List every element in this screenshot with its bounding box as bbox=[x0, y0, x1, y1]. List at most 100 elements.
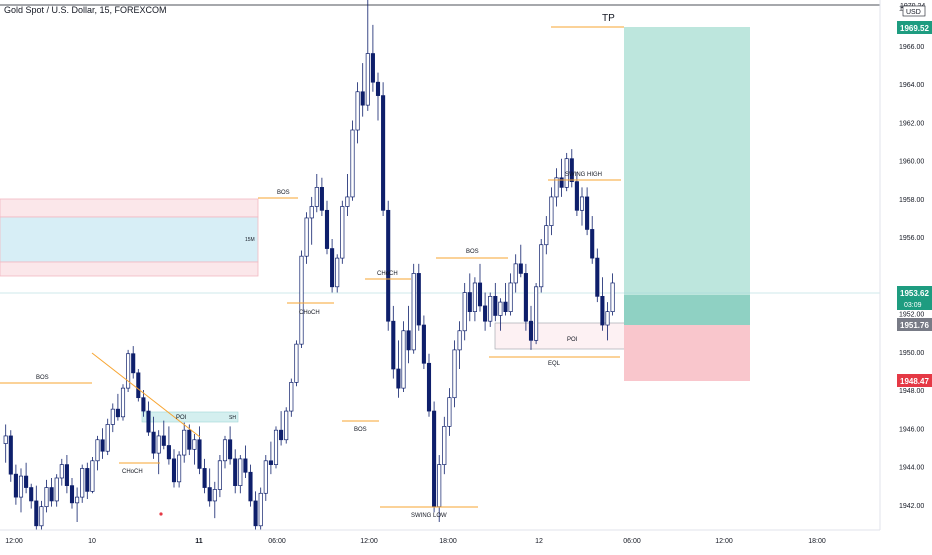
candle-body bbox=[156, 435, 161, 454]
candle bbox=[197, 426, 202, 475]
candle-body bbox=[605, 311, 610, 326]
candle bbox=[284, 407, 289, 444]
candle bbox=[151, 416, 156, 459]
candle bbox=[85, 462, 90, 500]
sl-zone bbox=[624, 325, 750, 381]
candle-body bbox=[549, 196, 554, 226]
y-tick-label: 1952.00 bbox=[899, 312, 924, 319]
candle bbox=[421, 315, 426, 370]
candle-body bbox=[39, 506, 44, 527]
candle bbox=[375, 72, 381, 121]
candle-body bbox=[539, 244, 544, 288]
poi-zone-upper-pink bbox=[0, 198, 259, 218]
candle bbox=[569, 149, 574, 188]
y-tick-label: 1946.00 bbox=[899, 426, 924, 433]
y-tick-label: 1966.00 bbox=[899, 44, 924, 51]
price-badges: 1970.24 USD 1969.52 1953.62 03:09 1951.7… bbox=[897, 3, 932, 387]
x-tick-label: 12 bbox=[535, 538, 543, 545]
candle-body bbox=[279, 429, 284, 441]
candle-body bbox=[294, 343, 299, 383]
candle bbox=[488, 292, 493, 327]
candle bbox=[156, 430, 161, 475]
annotation-choch-1: CHoCH bbox=[377, 271, 398, 277]
candle bbox=[75, 487, 80, 522]
candle-body bbox=[406, 330, 411, 351]
candle bbox=[24, 462, 29, 494]
candle-body bbox=[110, 408, 115, 425]
candle bbox=[360, 63, 365, 117]
candle-body bbox=[284, 410, 289, 441]
candle-body bbox=[569, 158, 574, 182]
annotation-swing-high: SWING HIGH bbox=[565, 172, 602, 178]
candle-body bbox=[151, 431, 156, 454]
candle-body bbox=[289, 382, 294, 412]
candle bbox=[416, 263, 421, 331]
candle-body bbox=[319, 187, 324, 211]
candle bbox=[59, 458, 64, 486]
candle-body bbox=[457, 330, 462, 351]
candle bbox=[503, 282, 508, 316]
annotation-choch-2: CHoCH bbox=[299, 310, 320, 316]
candle bbox=[289, 378, 294, 417]
candle-body bbox=[29, 487, 34, 502]
candle bbox=[579, 187, 585, 226]
candle-body bbox=[386, 209, 391, 322]
time-axis[interactable]: 12:00 10 11 06:00 12:00 18:00 12 06:00 12:00 18:0… bbox=[0, 529, 932, 550]
candle-body bbox=[166, 445, 171, 460]
candle bbox=[228, 426, 233, 465]
candle bbox=[177, 451, 182, 488]
x-tick-label: 06:00 bbox=[268, 538, 286, 545]
candle bbox=[432, 401, 437, 513]
candle bbox=[233, 449, 238, 494]
poi-zone-blue bbox=[0, 216, 259, 263]
candle bbox=[136, 369, 141, 402]
candle-body bbox=[324, 209, 330, 249]
candle bbox=[452, 340, 457, 408]
annotation-poi-2: POI bbox=[567, 337, 578, 343]
poi-zone-left bbox=[141, 411, 239, 423]
y-tick-label: 1948.00 bbox=[899, 388, 924, 395]
candle bbox=[120, 384, 126, 421]
candle bbox=[595, 248, 600, 303]
candle-body bbox=[207, 487, 212, 502]
candle bbox=[299, 250, 304, 348]
x-tick-label: 06:00 bbox=[623, 538, 641, 545]
candle-body bbox=[64, 464, 69, 486]
candle-body bbox=[34, 500, 39, 527]
candle bbox=[187, 424, 192, 456]
candle bbox=[600, 277, 605, 331]
candle-body bbox=[161, 435, 166, 446]
x-tick-label: 10 bbox=[88, 538, 96, 545]
candle-body bbox=[243, 458, 248, 473]
candle-body bbox=[59, 464, 64, 479]
candle-body bbox=[233, 458, 238, 486]
candle bbox=[335, 254, 340, 293]
candle bbox=[528, 305, 534, 350]
candle bbox=[166, 426, 171, 465]
candle bbox=[49, 477, 54, 507]
candle-body bbox=[411, 273, 416, 351]
candle bbox=[314, 173, 319, 213]
x-tick-label: 11 bbox=[195, 538, 203, 545]
candle-body bbox=[90, 460, 95, 492]
candle-body bbox=[518, 263, 523, 274]
candle-body bbox=[212, 489, 217, 502]
candle bbox=[610, 273, 615, 316]
candle bbox=[69, 477, 75, 509]
candle-body bbox=[493, 296, 498, 316]
candle-body bbox=[467, 292, 472, 312]
entry-zone-dark bbox=[624, 295, 750, 325]
low-marker-dot bbox=[159, 512, 163, 516]
candle-body bbox=[268, 460, 273, 465]
price-axis[interactable]: 1940.001942.001944.001946.001948.001950.… bbox=[879, 0, 932, 550]
candle-body bbox=[508, 282, 513, 312]
candle bbox=[182, 422, 187, 463]
candle bbox=[90, 456, 95, 494]
currency-box bbox=[902, 5, 926, 17]
candle-body bbox=[340, 206, 345, 259]
candle-body bbox=[197, 439, 202, 469]
candle-body bbox=[579, 196, 585, 211]
candle bbox=[126, 349, 131, 392]
